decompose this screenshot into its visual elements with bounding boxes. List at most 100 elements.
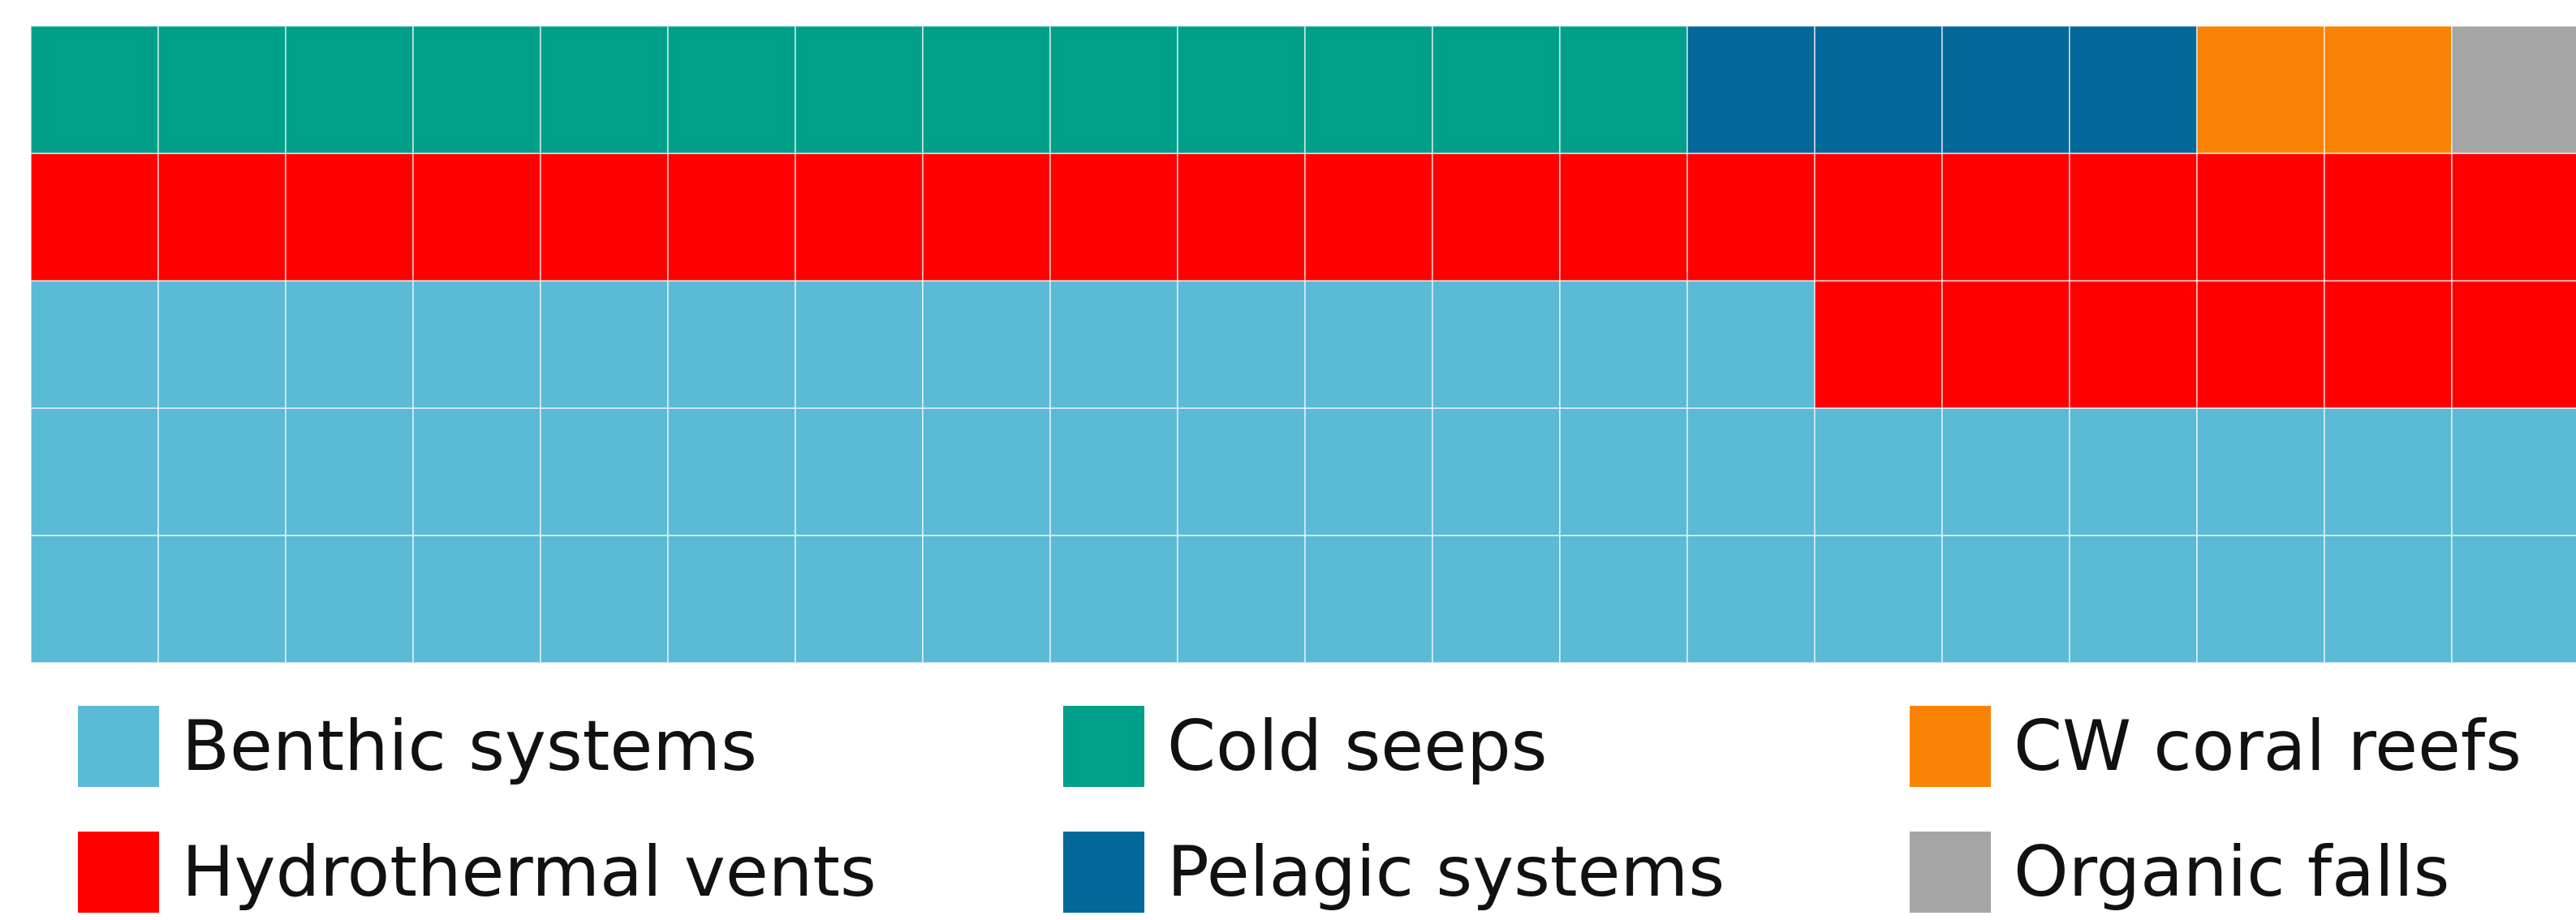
waffle-cell-benthic-systems	[30, 535, 159, 664]
waffle-cell-hydrothermal-vents	[2069, 153, 2198, 282]
waffle-cell-benthic-systems	[285, 280, 414, 409]
waffle-cell-hydrothermal-vents	[2196, 280, 2325, 409]
waffle-cell-hydrothermal-vents	[30, 153, 159, 282]
waffle-cell-hydrothermal-vents	[795, 153, 924, 282]
legend-item-organic-falls: Organic falls	[1910, 832, 2449, 913]
waffle-cell-benthic-systems	[922, 535, 1051, 664]
waffle-cell-benthic-systems	[2196, 407, 2325, 536]
waffle-cell-benthic-systems	[795, 535, 924, 664]
waffle-cell-benthic-systems	[1941, 407, 2070, 536]
waffle-cell-benthic-systems	[540, 535, 669, 664]
waffle-cell-benthic-systems	[157, 280, 286, 409]
waffle-cell-cw-coral-reefs	[2196, 25, 2325, 154]
waffle-cell-benthic-systems	[30, 407, 159, 536]
waffle-cell-benthic-systems	[795, 280, 924, 409]
waffle-cell-benthic-systems	[157, 407, 286, 536]
waffle-cell-benthic-systems	[1177, 280, 1306, 409]
waffle-cell-hydrothermal-vents	[2451, 153, 2576, 282]
waffle-cell-benthic-systems	[1049, 535, 1178, 664]
legend-item-cold-seeps: Cold seeps	[1063, 706, 1548, 787]
waffle-cell-hydrothermal-vents	[2324, 153, 2453, 282]
waffle-cell-benthic-systems	[2451, 407, 2576, 536]
waffle-cell-benthic-systems	[922, 407, 1051, 536]
legend-item-cw-coral-reefs: CW coral reefs	[1910, 706, 2522, 787]
legend-item-pelagic-systems: Pelagic systems	[1063, 832, 1725, 913]
legend-item-benthic-systems: Benthic systems	[78, 706, 757, 787]
legend-swatch-cold-seeps	[1063, 706, 1144, 787]
waffle-cell-cold-seeps	[1432, 25, 1561, 154]
waffle-cell-pelagic-systems	[2069, 25, 2198, 154]
waffle-cell-benthic-systems	[1559, 407, 1688, 536]
waffle-cell-hydrothermal-vents	[157, 153, 286, 282]
legend-label-cold-seeps: Cold seeps	[1167, 706, 1548, 787]
legend-swatch-pelagic-systems	[1063, 832, 1144, 913]
legend-swatch-organic-falls	[1910, 832, 1991, 913]
chart-legend: Benthic systems Cold seeps CW coral reefs H…	[78, 706, 2576, 920]
waffle-chart	[30, 25, 2576, 664]
waffle-cell-hydrothermal-vents	[1304, 153, 1433, 282]
waffle-cell-benthic-systems	[795, 407, 924, 536]
waffle-cell-benthic-systems	[1559, 535, 1688, 664]
waffle-cell-hydrothermal-vents	[1686, 153, 1816, 282]
legend-label-cw-coral-reefs: CW coral reefs	[2014, 706, 2522, 787]
waffle-cell-hydrothermal-vents	[667, 153, 796, 282]
waffle-cell-cold-seeps	[1559, 25, 1688, 154]
waffle-cell-benthic-systems	[667, 535, 796, 664]
waffle-cell-benthic-systems	[2196, 535, 2325, 664]
waffle-cell-cold-seeps	[157, 25, 286, 154]
waffle-cell-hydrothermal-vents	[2324, 280, 2453, 409]
waffle-cell-hydrothermal-vents	[1559, 153, 1688, 282]
waffle-cell-benthic-systems	[1049, 280, 1178, 409]
waffle-cell-benthic-systems	[157, 535, 286, 664]
legend-label-pelagic-systems: Pelagic systems	[1167, 832, 1725, 913]
waffle-cell-benthic-systems	[1686, 535, 1816, 664]
waffle-cell-benthic-systems	[540, 280, 669, 409]
waffle-cell-benthic-systems	[412, 535, 541, 664]
waffle-cell-benthic-systems	[2069, 407, 2198, 536]
legend-label-organic-falls: Organic falls	[2014, 832, 2450, 913]
waffle-cell-cold-seeps	[285, 25, 414, 154]
waffle-cell-organic-falls	[2451, 25, 2576, 154]
waffle-cell-cold-seeps	[1049, 25, 1178, 154]
waffle-cell-hydrothermal-vents	[1432, 153, 1561, 282]
waffle-cell-hydrothermal-vents	[1177, 153, 1306, 282]
waffle-cell-cold-seeps	[540, 25, 669, 154]
waffle-cell-benthic-systems	[1049, 407, 1178, 536]
waffle-cell-benthic-systems	[2324, 407, 2453, 536]
waffle-cell-benthic-systems	[1814, 535, 1943, 664]
waffle-cell-benthic-systems	[1941, 535, 2070, 664]
waffle-cell-cold-seeps	[412, 25, 541, 154]
waffle-cell-cold-seeps	[795, 25, 924, 154]
waffle-cell-benthic-systems	[667, 407, 796, 536]
waffle-cell-hydrothermal-vents	[1049, 153, 1178, 282]
legend-label-benthic-systems: Benthic systems	[182, 706, 757, 787]
waffle-cell-benthic-systems	[1432, 407, 1561, 536]
waffle-cell-hydrothermal-vents	[1814, 280, 1943, 409]
waffle-cell-benthic-systems	[1432, 280, 1561, 409]
waffle-cell-benthic-systems	[540, 407, 669, 536]
waffle-cell-hydrothermal-vents	[540, 153, 669, 282]
waffle-cell-cold-seeps	[667, 25, 796, 154]
waffle-cell-benthic-systems	[1177, 535, 1306, 664]
waffle-cell-hydrothermal-vents	[1941, 280, 2070, 409]
waffle-cell-benthic-systems	[2451, 535, 2576, 664]
waffle-cell-benthic-systems	[30, 280, 159, 409]
waffle-cell-benthic-systems	[1304, 280, 1433, 409]
legend-swatch-benthic-systems	[78, 706, 159, 787]
waffle-cell-hydrothermal-vents	[2451, 280, 2576, 409]
waffle-cell-cw-coral-reefs	[2324, 25, 2453, 154]
waffle-cell-benthic-systems	[1559, 280, 1688, 409]
waffle-cell-benthic-systems	[1814, 407, 1943, 536]
waffle-cell-benthic-systems	[1686, 407, 1816, 536]
waffle-cell-benthic-systems	[285, 407, 414, 536]
waffle-cell-benthic-systems	[1304, 535, 1433, 664]
waffle-cell-hydrothermal-vents	[2196, 153, 2325, 282]
waffle-cell-pelagic-systems	[1941, 25, 2070, 154]
legend-swatch-hydrothermal-vents	[78, 832, 159, 913]
waffle-cell-benthic-systems	[285, 535, 414, 664]
legend-item-hydrothermal-vents: Hydrothermal vents	[78, 832, 877, 913]
waffle-cell-benthic-systems	[412, 280, 541, 409]
waffle-cell-hydrothermal-vents	[1814, 153, 1943, 282]
legend-label-hydrothermal-vents: Hydrothermal vents	[182, 832, 877, 913]
waffle-cell-benthic-systems	[1686, 280, 1816, 409]
